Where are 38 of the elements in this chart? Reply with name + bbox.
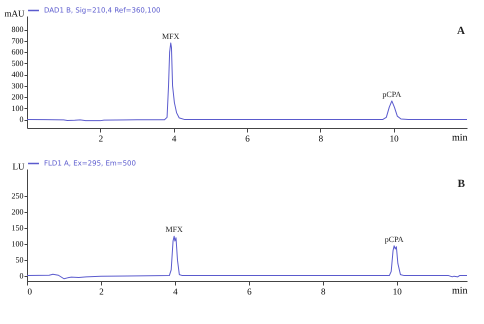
y-tick-label: 500 xyxy=(12,58,24,68)
y-tick-label: 400 xyxy=(12,70,24,80)
y-tick-label: 0 xyxy=(20,272,24,281)
y-tick-label: 150 xyxy=(12,224,24,233)
annotation: B xyxy=(458,178,466,190)
annotation: MFX xyxy=(162,32,180,42)
y-tick-label: 0 xyxy=(20,115,24,124)
x-axis-title: min xyxy=(452,132,468,144)
y-tick-label: 100 xyxy=(12,240,24,249)
y-tick-label: 300 xyxy=(12,81,24,90)
x-tick-label: 10 xyxy=(392,286,402,296)
x-tick-label: 0 xyxy=(28,286,32,296)
y-tick-label: 700 xyxy=(12,36,24,46)
annotation: A xyxy=(457,25,466,37)
x-tick-label: 10 xyxy=(390,134,400,144)
x-tick-label: 2 xyxy=(98,134,104,144)
x-axis-title: min xyxy=(452,286,468,296)
x-tick-label: 8 xyxy=(318,134,324,144)
line-series xyxy=(27,42,467,122)
line-series xyxy=(27,236,467,280)
x-tick-label: 4 xyxy=(172,134,177,144)
y-tick-label: 600 xyxy=(12,48,24,57)
annotation: pCPA xyxy=(384,234,404,244)
x-tick-label: 6 xyxy=(245,134,250,144)
y-tick-label: 200 xyxy=(12,208,24,217)
annotation: MFX xyxy=(165,225,184,234)
y-tick-label: 100 xyxy=(12,104,24,113)
y-tick-label: 800 xyxy=(12,25,24,34)
y-tick-label: 250 xyxy=(12,192,24,201)
y-axis-title: mAU xyxy=(4,8,25,18)
x-tick-label: 8 xyxy=(321,286,326,296)
annotation: pCPA xyxy=(382,90,402,99)
x-tick-label: 2 xyxy=(99,286,104,296)
x-tick-label: 4 xyxy=(173,286,178,296)
y-axis-title: LU xyxy=(12,162,25,172)
y-tick-label: 200 xyxy=(12,92,24,102)
y-tick-label: 50 xyxy=(16,256,24,265)
x-tick-label: 6 xyxy=(247,286,252,296)
